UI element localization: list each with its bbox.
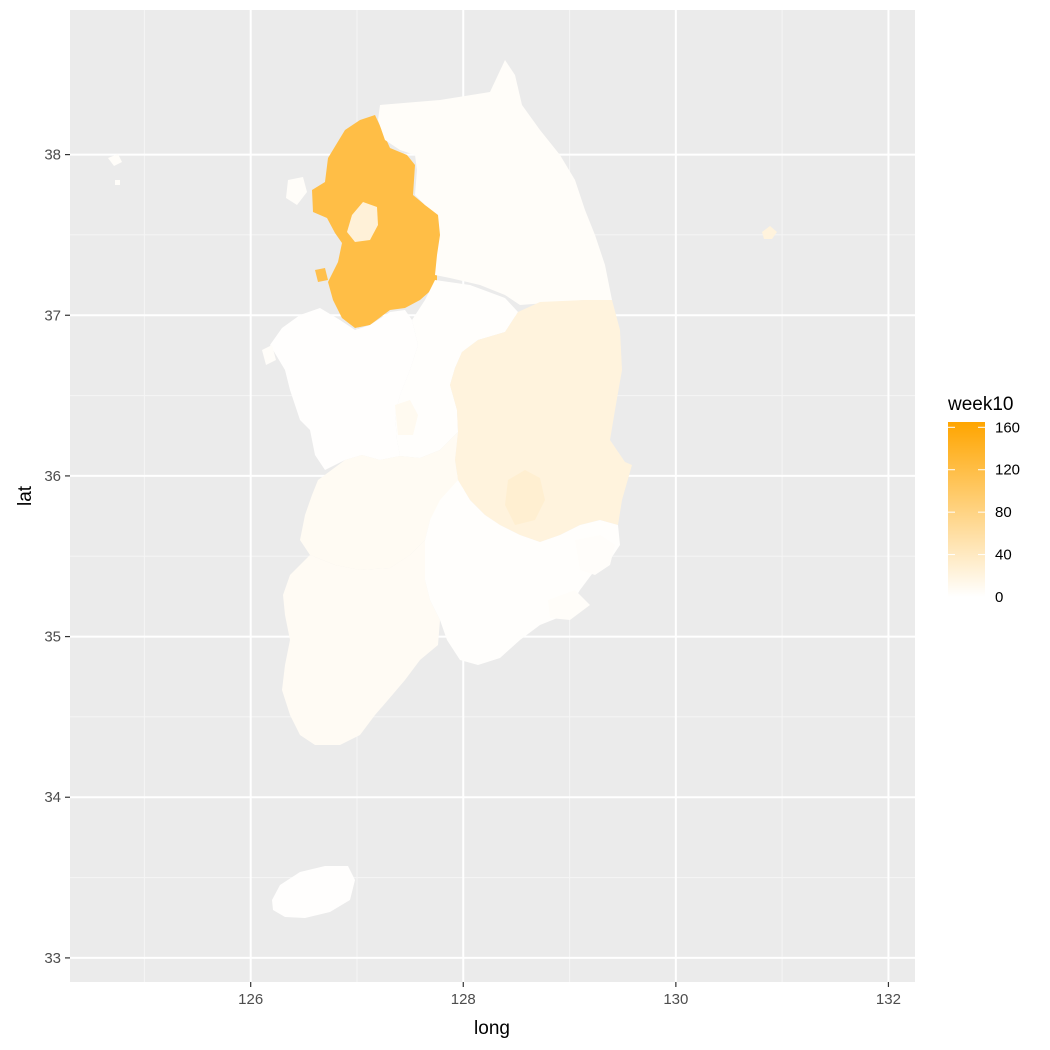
y-axis: 33 34 35 36 37 38 [44,147,70,967]
region-ulleung [762,226,777,239]
region-jeju [272,866,355,918]
legend: week10 0 40 80 120 160 [947,394,1020,606]
legend-label: 80 [995,504,1012,521]
x-tick-label: 132 [876,991,901,1008]
legend-ticks: 0 40 80 120 160 [948,419,1020,606]
legend-label: 0 [995,589,1003,606]
y-tick-label: 38 [44,147,61,164]
x-tick-label: 128 [451,991,476,1008]
y-tick-label: 33 [44,950,61,967]
region-gyeongbuk [450,300,632,542]
legend-title: week10 [947,394,1014,415]
region-gyeongnam [425,480,620,665]
region-incheon [315,268,328,282]
y-tick-label: 35 [44,629,61,646]
map-regions [108,60,777,918]
legend-label: 160 [995,419,1020,436]
legend-label: 40 [995,547,1012,564]
region-gangwon [378,60,612,305]
legend-label: 120 [995,462,1020,479]
x-tick-label: 130 [663,991,688,1008]
x-tick-label: 126 [238,991,263,1008]
y-axis-title: lat [15,485,36,506]
region-chungbuk [395,280,518,458]
region-daegu [505,470,545,525]
x-axis: 126 128 130 132 [238,982,901,1008]
region-seoul [347,202,378,242]
legend-colorbar [948,422,985,597]
region-sejong [395,400,418,435]
region-jeonnam [282,540,440,745]
region-ulsan [575,535,615,575]
y-tick-label: 36 [44,468,61,485]
y-tick-label: 37 [44,307,61,324]
region-jeonbuk [300,432,458,570]
region-chungnam [270,308,418,470]
region-busan [548,590,590,620]
x-axis-title: long [474,1018,510,1039]
y-tick-label: 34 [44,789,61,806]
